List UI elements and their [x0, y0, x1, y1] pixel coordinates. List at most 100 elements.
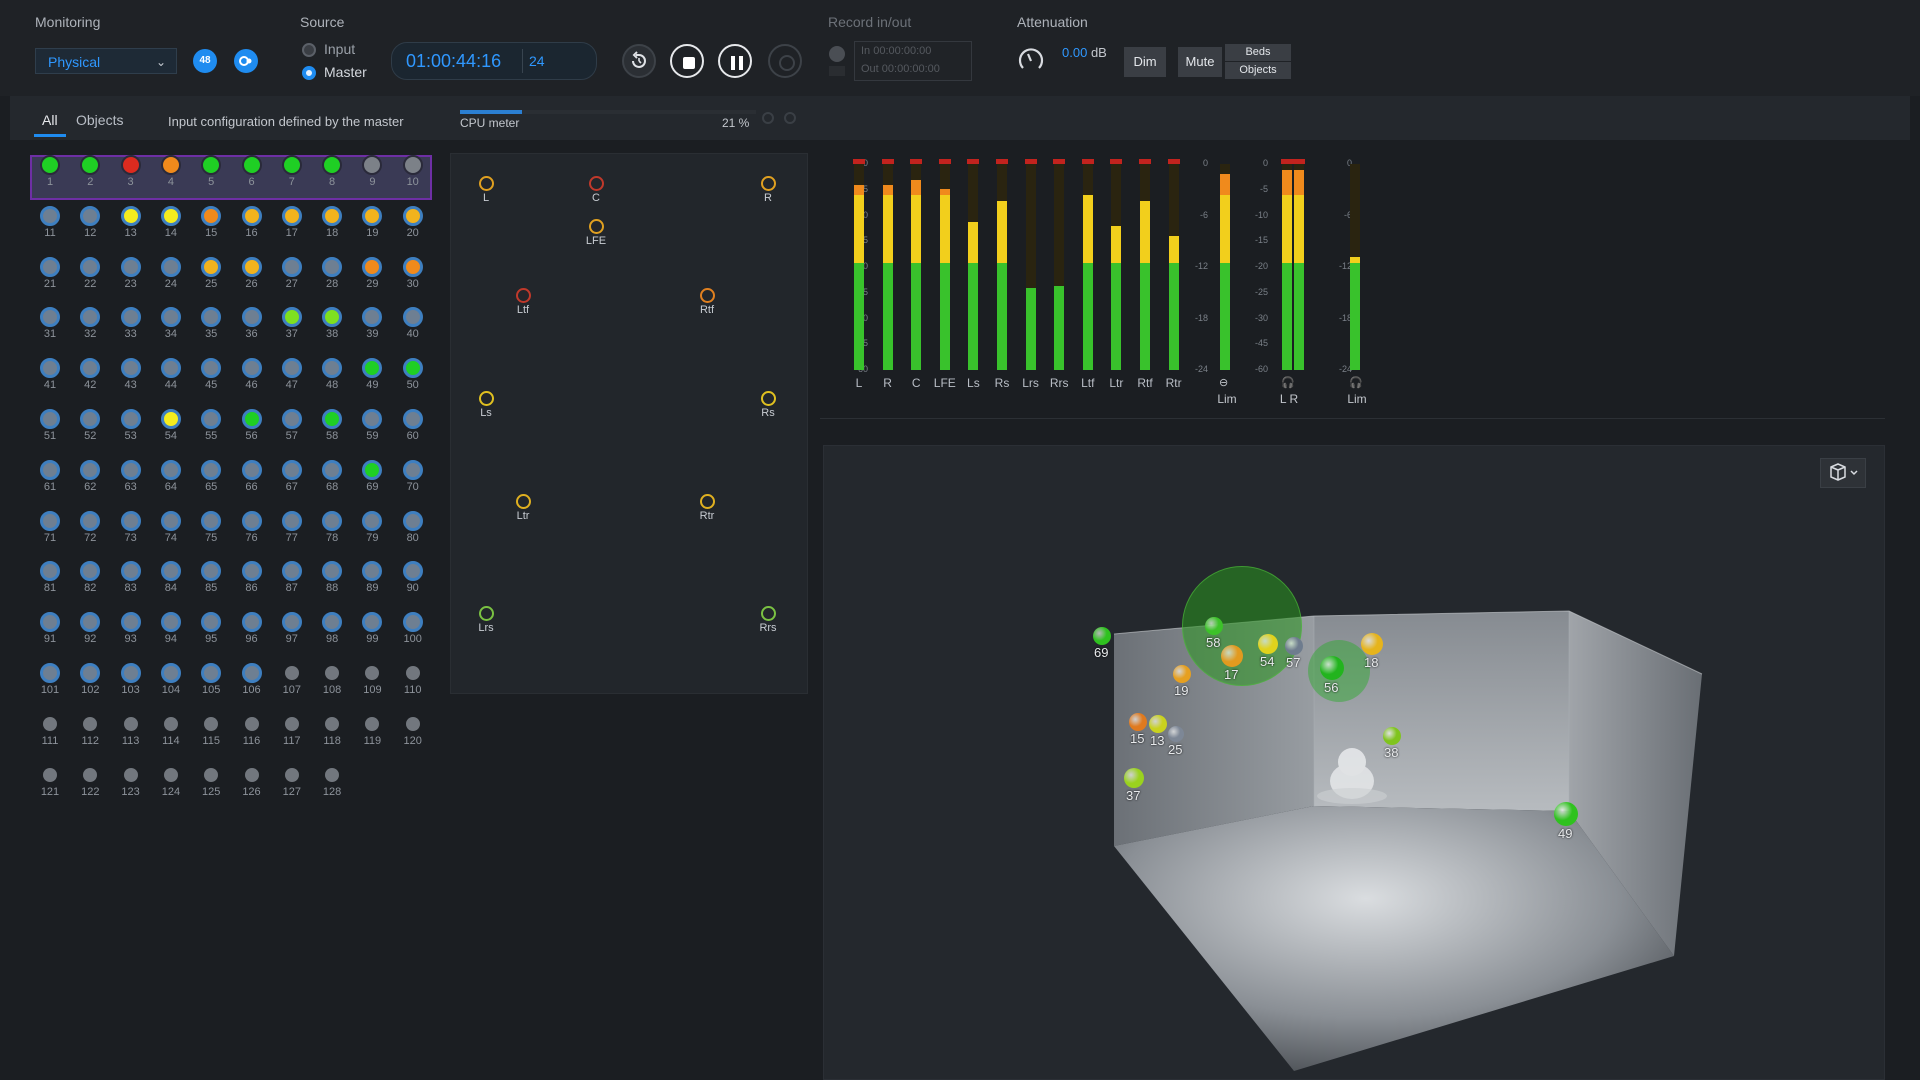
input-channel-76[interactable]: 76 [232, 508, 272, 558]
input-channel-67[interactable]: 67 [272, 457, 312, 507]
object-38[interactable] [1383, 727, 1401, 745]
input-channel-105[interactable]: 105 [191, 660, 231, 710]
stop-button[interactable] [670, 44, 704, 78]
input-channel-2[interactable]: 2 [70, 152, 110, 202]
input-channel-39[interactable]: 39 [352, 304, 392, 354]
input-channel-72[interactable]: 72 [70, 508, 110, 558]
input-channel-45[interactable]: 45 [191, 355, 231, 405]
input-channel-59[interactable]: 59 [352, 406, 392, 456]
input-channel-31[interactable]: 31 [30, 304, 70, 354]
input-channel-113[interactable]: 113 [111, 711, 151, 761]
speaker-rs[interactable]: Rs [748, 391, 788, 419]
input-channel-104[interactable]: 104 [151, 660, 191, 710]
input-channel-97[interactable]: 97 [272, 609, 312, 659]
speaker-ltf[interactable]: Ltf [503, 288, 543, 316]
input-channel-17[interactable]: 17 [272, 203, 312, 253]
input-channel-95[interactable]: 95 [191, 609, 231, 659]
input-channel-94[interactable]: 94 [151, 609, 191, 659]
object-69[interactable] [1093, 627, 1111, 645]
input-channel-12[interactable]: 12 [70, 203, 110, 253]
input-channel-84[interactable]: 84 [151, 558, 191, 608]
input-channel-24[interactable]: 24 [151, 254, 191, 304]
object-15[interactable] [1129, 713, 1147, 731]
input-channel-101[interactable]: 101 [30, 660, 70, 710]
input-channel-55[interactable]: 55 [191, 406, 231, 456]
input-channel-22[interactable]: 22 [70, 254, 110, 304]
input-channel-123[interactable]: 123 [111, 762, 151, 812]
speaker-ltr[interactable]: Ltr [503, 494, 543, 522]
object-18[interactable] [1361, 633, 1383, 655]
input-channel-5[interactable]: 5 [191, 152, 231, 202]
input-channel-51[interactable]: 51 [30, 406, 70, 456]
input-channel-16[interactable]: 16 [232, 203, 272, 253]
input-channel-119[interactable]: 119 [352, 711, 392, 761]
input-channel-50[interactable]: 50 [393, 355, 433, 405]
input-channel-25[interactable]: 25 [191, 254, 231, 304]
object-37[interactable] [1124, 768, 1144, 788]
input-channel-52[interactable]: 52 [70, 406, 110, 456]
beds-button[interactable]: Beds [1225, 44, 1291, 61]
input-channel-75[interactable]: 75 [191, 508, 231, 558]
sample-rate-badge[interactable]: 48 [193, 49, 217, 73]
input-channel-128[interactable]: 128 [312, 762, 352, 812]
input-channel-41[interactable]: 41 [30, 355, 70, 405]
record-arm-toggle[interactable] [829, 46, 845, 62]
input-channel-74[interactable]: 74 [151, 508, 191, 558]
input-channel-114[interactable]: 114 [151, 711, 191, 761]
speaker-rrs[interactable]: Rrs [748, 606, 788, 634]
input-channel-27[interactable]: 27 [272, 254, 312, 304]
input-channel-47[interactable]: 47 [272, 355, 312, 405]
input-channel-79[interactable]: 79 [352, 508, 392, 558]
input-channel-99[interactable]: 99 [352, 609, 392, 659]
input-channel-124[interactable]: 124 [151, 762, 191, 812]
input-channel-93[interactable]: 93 [111, 609, 151, 659]
dim-button[interactable]: Dim [1124, 47, 1166, 77]
input-channel-43[interactable]: 43 [111, 355, 151, 405]
input-channel-98[interactable]: 98 [312, 609, 352, 659]
input-channel-68[interactable]: 68 [312, 457, 352, 507]
speaker-rtf[interactable]: Rtf [687, 288, 727, 316]
input-channel-29[interactable]: 29 [352, 254, 392, 304]
source-master-radio[interactable] [302, 66, 316, 80]
input-channel-15[interactable]: 15 [191, 203, 231, 253]
input-channel-11[interactable]: 11 [30, 203, 70, 253]
input-channel-7[interactable]: 7 [272, 152, 312, 202]
input-channel-32[interactable]: 32 [70, 304, 110, 354]
input-channel-110[interactable]: 110 [393, 660, 433, 710]
input-channel-66[interactable]: 66 [232, 457, 272, 507]
speaker-rtr[interactable]: Rtr [687, 494, 727, 522]
input-channel-60[interactable]: 60 [393, 406, 433, 456]
input-channel-4[interactable]: 4 [151, 152, 191, 202]
input-channel-86[interactable]: 86 [232, 558, 272, 608]
input-channel-122[interactable]: 122 [70, 762, 110, 812]
input-channel-33[interactable]: 33 [111, 304, 151, 354]
speaker-ls[interactable]: Ls [466, 391, 506, 419]
input-channel-81[interactable]: 81 [30, 558, 70, 608]
input-channel-120[interactable]: 120 [393, 711, 433, 761]
record-inout-fields[interactable]: In 00:00:00:00 Out 00:00:00:00 [854, 41, 972, 81]
input-channel-92[interactable]: 92 [70, 609, 110, 659]
input-channel-42[interactable]: 42 [70, 355, 110, 405]
input-channel-80[interactable]: 80 [393, 508, 433, 558]
input-channel-6[interactable]: 6 [232, 152, 272, 202]
input-channel-36[interactable]: 36 [232, 304, 272, 354]
input-channel-14[interactable]: 14 [151, 203, 191, 253]
input-channel-64[interactable]: 64 [151, 457, 191, 507]
object-57[interactable] [1285, 637, 1303, 655]
input-channel-96[interactable]: 96 [232, 609, 272, 659]
source-input-radio[interactable] [302, 43, 316, 57]
input-channel-78[interactable]: 78 [312, 508, 352, 558]
input-channel-73[interactable]: 73 [111, 508, 151, 558]
input-channel-40[interactable]: 40 [393, 304, 433, 354]
input-channel-65[interactable]: 65 [191, 457, 231, 507]
input-channel-62[interactable]: 62 [70, 457, 110, 507]
input-channel-116[interactable]: 116 [232, 711, 272, 761]
input-channel-100[interactable]: 100 [393, 609, 433, 659]
mute-button[interactable]: Mute [1178, 47, 1222, 77]
input-channel-71[interactable]: 71 [30, 508, 70, 558]
object-49[interactable] [1554, 802, 1578, 826]
input-channel-18[interactable]: 18 [312, 203, 352, 253]
object-56[interactable] [1320, 656, 1344, 680]
input-channel-69[interactable]: 69 [352, 457, 392, 507]
object-13[interactable] [1149, 715, 1167, 733]
